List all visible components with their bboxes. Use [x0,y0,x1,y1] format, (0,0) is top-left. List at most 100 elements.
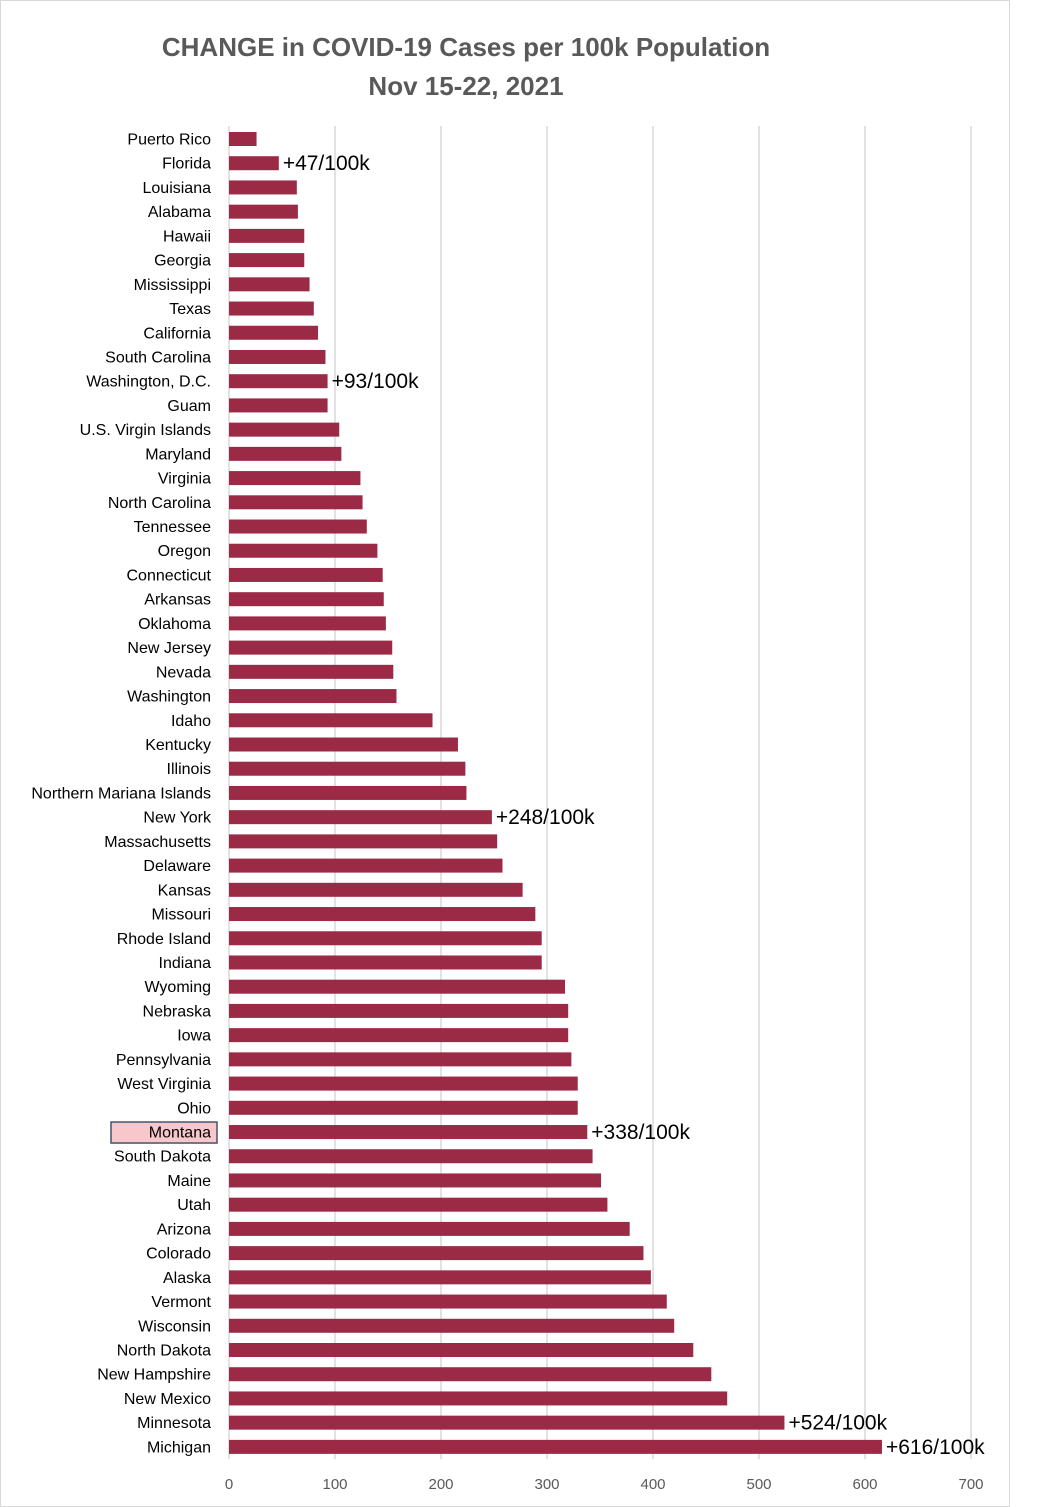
category-label: Michigan [147,1439,211,1456]
category-label: Wisconsin [138,1318,211,1335]
x-tick-label: 100 [322,1476,347,1493]
category-label: Alaska [163,1270,211,1287]
bar [229,1367,712,1382]
data-label: +47/100k [283,152,370,175]
category-label: Utah [177,1197,211,1214]
bar [229,132,257,146]
bar [229,446,342,461]
category-label: Northern Mariana Islands [31,785,211,802]
bar [229,713,433,728]
category-label: Illinois [167,761,211,778]
category-label: California [143,325,211,342]
category-label: Maine [167,1173,211,1190]
bar [229,204,298,219]
bar [229,1100,578,1115]
bar [229,1221,630,1236]
bar [229,931,542,946]
category-label: U.S. Virgin Islands [80,422,211,439]
category-label: Minnesota [137,1415,211,1432]
category-label: Louisiana [143,180,212,197]
x-tick-label: 600 [852,1476,877,1493]
category-label: New Mexico [124,1391,211,1408]
bar [229,737,458,752]
data-label: +524/100k [788,1412,887,1435]
category-label: Georgia [154,253,211,270]
category-label: Virginia [158,471,211,488]
bar [229,1270,651,1285]
bar [229,1149,593,1164]
category-label: Hawaii [163,228,211,245]
category-label: Iowa [177,1028,211,1045]
category-label: Massachusetts [104,834,211,851]
category-label: Mississippi [134,277,211,294]
x-tick-label: 400 [640,1476,665,1493]
data-label: +93/100k [332,370,419,393]
bar [229,156,279,171]
bar [229,664,394,679]
chart-title: CHANGE in COVID-19 Cases per 100k Popula… [162,32,770,62]
bars [229,132,882,1454]
bar [229,471,361,486]
chart-subtitle: Nov 15-22, 2021 [368,71,563,101]
category-label: Colorado [146,1246,211,1263]
category-label: Tennessee [134,519,211,536]
bar [229,785,467,800]
bar [229,301,314,316]
bar [229,422,340,437]
bar [229,1246,644,1261]
category-label: New Hampshire [97,1367,211,1384]
category-label: Kansas [158,882,211,899]
x-tick-label: 300 [534,1476,559,1493]
bar [229,567,383,582]
bar [229,1439,882,1454]
category-label: Florida [162,156,211,173]
bar [229,277,310,292]
category-label: Arizona [157,1221,211,1238]
category-label: Nevada [156,664,211,681]
category-label: Ohio [177,1100,211,1117]
x-tick-label: 0 [225,1476,233,1493]
category-label: South Dakota [114,1149,211,1166]
bar [229,374,328,389]
category-label: Washington [127,689,211,706]
x-axis-ticks: 0 100 200 300 400 500 600 700 [225,1476,984,1493]
category-label: Puerto Rico [127,132,211,149]
category-label: Rhode Island [117,931,211,948]
bar [229,253,305,268]
x-tick-label: 700 [958,1476,983,1493]
bar [229,180,297,195]
category-label: Kentucky [145,737,211,754]
category-label: Delaware [143,858,211,875]
category-label: Missouri [151,907,211,924]
category-label: Montana [149,1125,211,1142]
category-label: Oklahoma [138,616,211,633]
category-label: Maryland [145,446,211,463]
bar [229,1125,588,1140]
category-label: North Carolina [108,495,211,512]
category-label: Oregon [158,543,211,560]
bar [229,495,363,510]
chart-area: CHANGE in COVID-19 Cases per 100k Popula… [0,0,1010,1507]
bar [229,1173,602,1188]
bar [229,1318,675,1333]
bar [229,907,536,922]
category-label: Washington, D.C. [86,374,211,391]
category-label: New York [143,810,212,827]
bar [229,349,326,364]
bar [229,1343,694,1357]
bar [229,979,566,994]
category-label: Idaho [171,713,211,730]
category-label: West Virginia [117,1076,211,1093]
category-label: Arkansas [144,592,211,609]
highlight-box-group [110,1121,218,1144]
bar-chart: CHANGE in COVID-19 Cases per 100k Popula… [31,32,985,1493]
category-label: Vermont [151,1294,211,1311]
data-label: +616/100k [886,1436,985,1459]
bar [229,519,367,534]
bar [229,228,305,243]
bar [229,761,466,776]
category-label: New Jersey [127,640,211,657]
bar [229,1391,728,1406]
category-label: South Carolina [105,349,211,366]
bar [229,398,328,413]
